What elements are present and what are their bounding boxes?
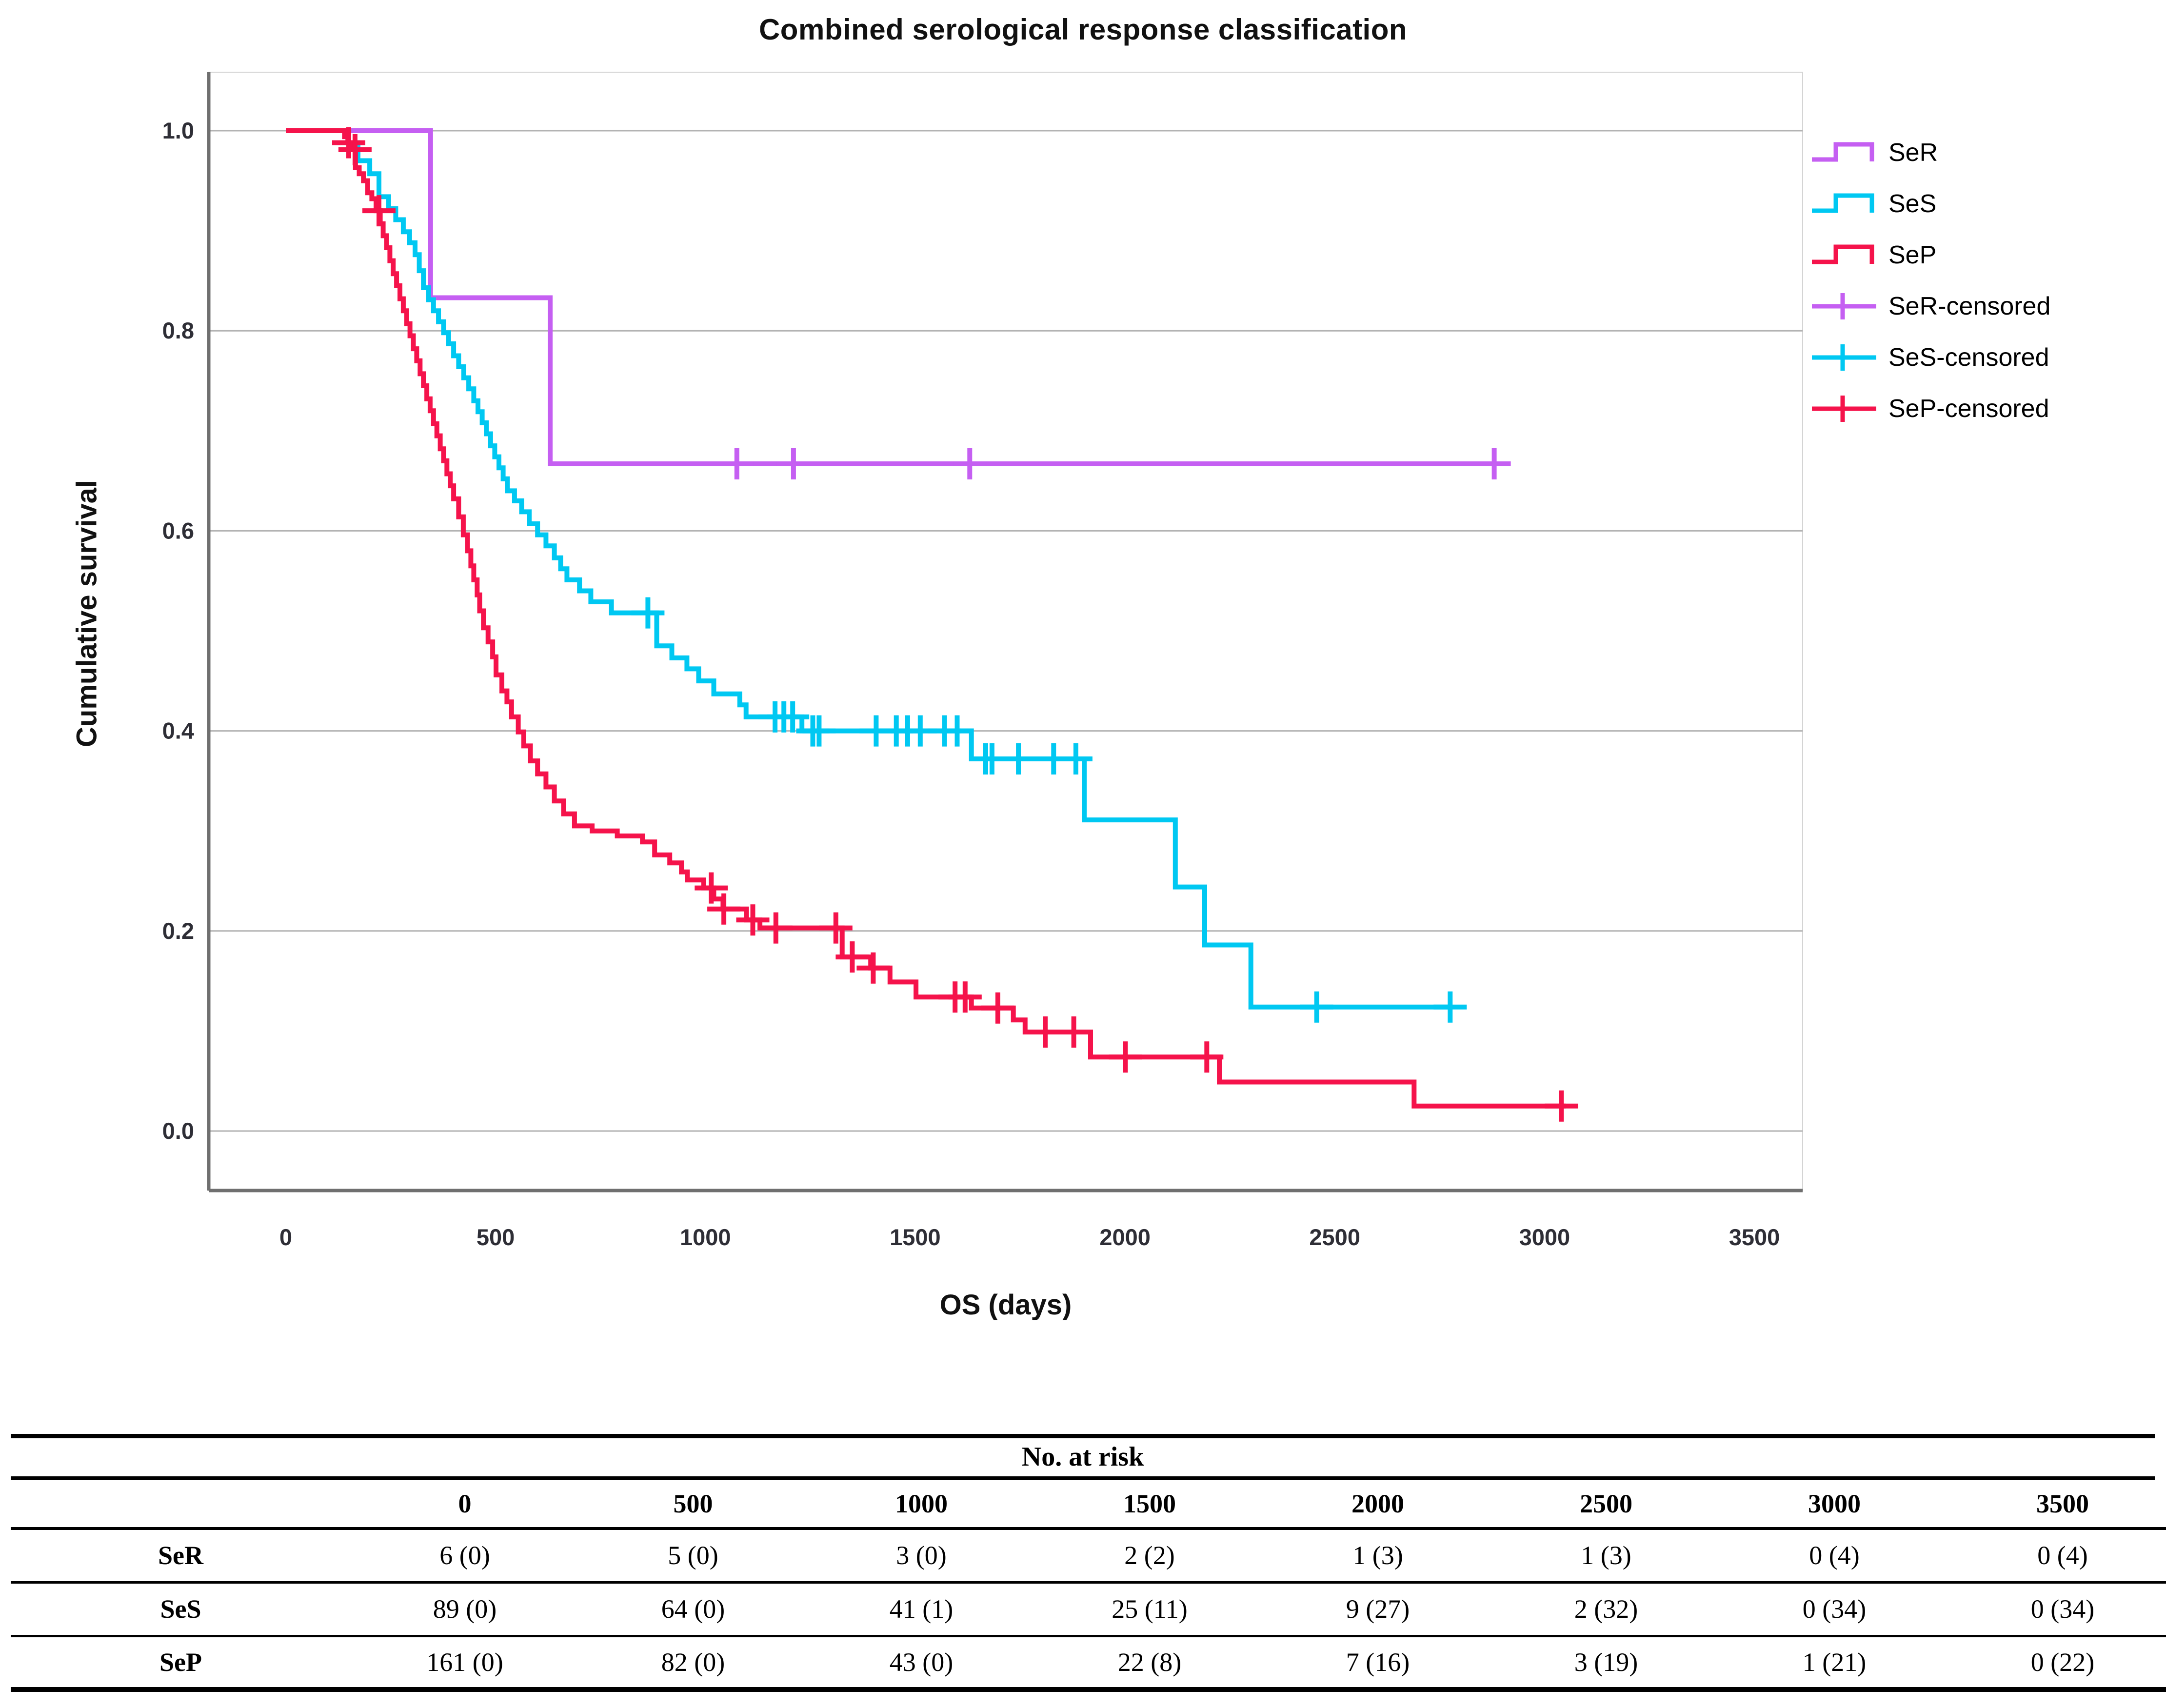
- risk-table-time-header: 3000: [1720, 1480, 1948, 1530]
- legend-item-ser: SeR: [1810, 138, 2050, 167]
- plot-frame: [208, 72, 1803, 1191]
- y-tick-label: 0.0: [162, 1118, 194, 1144]
- risk-table-title: No. at risk: [11, 1438, 2155, 1480]
- legend-item-sep-censored: SeP-censored: [1810, 394, 2050, 423]
- risk-value-cell: 2 (2): [1124, 1541, 1175, 1570]
- risk-table-section: No. at risk 0 500 1000 1500 2000 2500 3000 3500…: [11, 1434, 2166, 1692]
- legend-label: SeP-censored: [1888, 395, 2049, 423]
- y-tick-label: 0.4: [162, 718, 194, 744]
- legend: SeR SeS SeP SeR-censored SeS-censored SeP-cen…: [1810, 138, 2050, 445]
- risk-value-cell: 0 (22): [2030, 1647, 2095, 1677]
- y-tick-label: 0.8: [162, 318, 194, 343]
- x-tick-label: 500: [477, 1224, 515, 1250]
- x-tick-label: 1000: [680, 1224, 731, 1250]
- risk-value-cell: 82 (0): [661, 1647, 725, 1677]
- risk-value-cell: 22 (8): [1117, 1647, 1182, 1677]
- risk-table-row-ses: SeS 89 (0) 64 (0) 41 (1) 25 (11) 9 (27) 2 (32)…: [11, 1582, 2166, 1636]
- risk-value-cell: 25 (11): [1112, 1594, 1188, 1624]
- risk-value-cell: 0 (4): [1809, 1541, 1860, 1570]
- legend-label: SeR-censored: [1888, 292, 2051, 320]
- legend-item-ser-censored: SeR-censored: [1810, 292, 2050, 321]
- km-curve-SeR: [286, 128, 1494, 466]
- x-tick-label: 1500: [890, 1224, 941, 1250]
- risk-value-cell: 0 (34): [2030, 1594, 2095, 1624]
- risk-table-time-header: 1500: [1035, 1480, 1264, 1530]
- risk-table-header-row: 0 500 1000 1500 2000 2500 3000 3500: [11, 1480, 2166, 1530]
- x-tick-label: 0: [279, 1224, 292, 1250]
- legend-item-ses-censored: SeS-censored: [1810, 343, 2050, 372]
- x-tick-label: 2000: [1099, 1224, 1151, 1250]
- y-tick-label: 0.2: [162, 918, 194, 944]
- risk-value-cell: 3 (19): [1574, 1647, 1638, 1677]
- censored-marker-icon: [1812, 396, 1876, 422]
- risk-value-cell: 0 (4): [2037, 1541, 2088, 1570]
- risk-value-cell: 1 (3): [1352, 1541, 1403, 1570]
- legend-label: SeP: [1888, 241, 1937, 269]
- risk-table-time-header: 2000: [1264, 1480, 1492, 1530]
- risk-value-cell: 1 (21): [1802, 1647, 1867, 1677]
- risk-value-cell: 64 (0): [661, 1594, 725, 1624]
- risk-value-cell: 2 (32): [1574, 1594, 1638, 1624]
- risk-value-cell: 9 (27): [1346, 1594, 1410, 1624]
- step-line-icon: [1812, 193, 1874, 213]
- risk-table: 0 500 1000 1500 2000 2500 3000 3500 SeR 6 (0) 5 (…: [11, 1480, 2166, 1692]
- x-tick-label: 3500: [1729, 1224, 1780, 1250]
- y-tick-label: 1.0: [162, 118, 194, 143]
- censored-marker-icon: [1812, 344, 1876, 371]
- risk-value-cell: 1 (3): [1581, 1541, 1631, 1570]
- y-tick-label: 0.6: [162, 517, 194, 543]
- risk-value-cell: 89 (0): [433, 1594, 497, 1624]
- risk-table-time-header: 1000: [807, 1480, 1035, 1530]
- risk-table-time-header: 2500: [1492, 1480, 1720, 1530]
- legend-label: SeR: [1888, 139, 1938, 167]
- risk-value-cell: 0 (34): [1802, 1594, 1867, 1624]
- risk-table-row-sep: SeP 161 (0) 82 (0) 43 (0) 22 (8) 7 (16) 3 (19)…: [11, 1636, 2166, 1689]
- legend-item-ses: SeS: [1810, 189, 2050, 218]
- risk-value-cell: 41 (1): [889, 1594, 954, 1624]
- risk-group-label: SeR: [158, 1541, 203, 1570]
- step-line-icon: [1812, 244, 1874, 264]
- risk-group-label: SeS: [160, 1594, 201, 1624]
- risk-value-cell: 3 (0): [896, 1541, 947, 1570]
- censored-marker-icon: [1812, 293, 1876, 319]
- chart-title: Combined serological response classifica…: [758, 13, 1408, 46]
- legend-label: SeS-censored: [1888, 343, 2049, 372]
- step-line-icon: [1812, 142, 1874, 162]
- risk-table-time-header: 500: [579, 1480, 807, 1530]
- risk-value-cell: 161 (0): [426, 1647, 503, 1677]
- km-plot: 1.0 0.8 0.6 0.4 0.2 0.0 0 500 1000 1500 2000 2500 30…: [162, 72, 1803, 1250]
- risk-table-time-header: 0: [351, 1480, 579, 1530]
- risk-value-cell: 43 (0): [889, 1647, 954, 1677]
- x-tick-label: 2500: [1309, 1224, 1360, 1250]
- risk-value-cell: 7 (16): [1346, 1647, 1410, 1677]
- risk-group-label: SeP: [159, 1647, 202, 1677]
- risk-value-cell: 5 (0): [668, 1541, 718, 1570]
- risk-table-row-ser: SeR 6 (0) 5 (0) 3 (0) 2 (2) 1 (3) 1 (3) 0 (4) 0 …: [11, 1529, 2166, 1582]
- km-curve-SeS: [286, 128, 1451, 1010]
- x-tick-label: 3000: [1519, 1224, 1570, 1250]
- legend-label: SeS: [1888, 190, 1937, 218]
- legend-item-sep: SeP: [1810, 240, 2050, 270]
- risk-value-cell: 6 (0): [439, 1541, 490, 1570]
- risk-table-time-header: 3500: [1948, 1480, 2166, 1530]
- risk-table-corner-cell: [11, 1480, 351, 1530]
- x-axis-title: OS (days): [939, 1289, 1072, 1321]
